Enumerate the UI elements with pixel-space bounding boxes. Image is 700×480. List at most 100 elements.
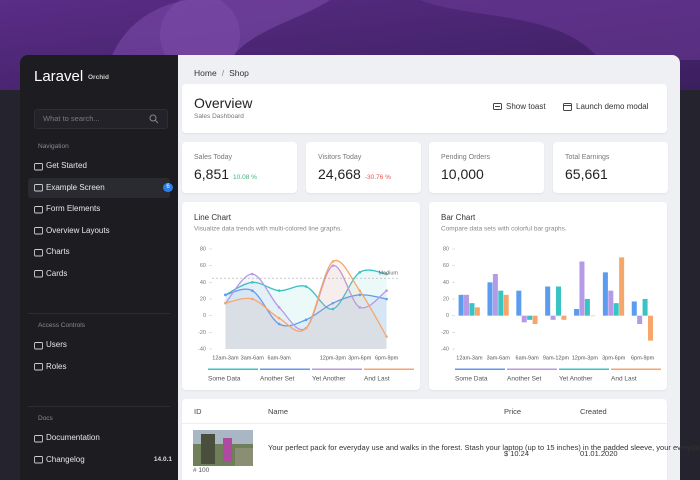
line-area (225, 260, 387, 349)
metric-title: Sales Today (194, 154, 233, 161)
nav-icon (34, 456, 43, 464)
legend-swatch (208, 368, 258, 370)
line-point (331, 307, 335, 311)
line-point (358, 271, 362, 274)
metric-row: 6,851 10.08 % (194, 166, 257, 182)
y-tick-label: 60 (443, 263, 449, 269)
legend-swatch (455, 368, 505, 370)
modal-icon (563, 102, 572, 111)
y-tick-label: 0 (446, 313, 449, 319)
nav-label: Changelog (46, 454, 85, 464)
legend-swatch (260, 368, 310, 370)
bar (532, 315, 538, 324)
line-point (358, 289, 362, 292)
cell-price: $ 10.24 (504, 449, 530, 458)
nav-icon (34, 205, 43, 213)
x-tick-label: 12pm-3pm (320, 355, 347, 361)
y-tick-label: 20 (200, 296, 206, 302)
legend-swatch (611, 368, 661, 370)
brand: Laravel (34, 68, 84, 85)
legend-swatch (364, 368, 414, 370)
nav-item[interactable]: Roles (28, 357, 170, 377)
x-tick-label: 12am-3am (212, 355, 239, 361)
product-image (193, 430, 253, 466)
nav-item[interactable]: Changelog 14.0.1 (28, 450, 172, 470)
bar (492, 274, 498, 316)
x-tick-label: 6pm-9pm (631, 355, 655, 361)
line-point (224, 301, 227, 305)
x-tick-label: 3pm-6pm (602, 355, 626, 361)
sidebar: Laravel Orchid What to search... Navigat… (20, 55, 178, 480)
nav-item[interactable]: Overview Layouts (28, 221, 170, 241)
breadcrumb-item: Shop (229, 68, 249, 78)
line-point (331, 264, 335, 267)
nav-item[interactable]: Cards (28, 264, 170, 284)
line-chart: Line Chart Visualize data trends with mul… (194, 213, 414, 383)
icon-shape (34, 270, 43, 278)
bar (642, 299, 648, 316)
bar (464, 294, 470, 316)
search-icon (149, 114, 159, 124)
legend-swatch (312, 368, 362, 370)
bar (584, 299, 590, 316)
page-title: Overview (194, 95, 253, 111)
icon-shape (34, 456, 43, 464)
line-point (358, 293, 362, 297)
column-header: ID (194, 407, 202, 416)
nav-label: Documentation (46, 433, 100, 442)
icon-shape (34, 341, 43, 349)
line-point (250, 297, 254, 301)
button[interactable]: Launch demo modal (563, 102, 649, 111)
chart-title: Line Chart (194, 213, 232, 222)
bar (545, 286, 551, 316)
search-box[interactable]: What to search... (34, 109, 168, 129)
line-point (250, 289, 254, 292)
button[interactable]: Show toast (493, 102, 546, 111)
x-tick-label: 3pm-6pm (348, 355, 372, 361)
y-tick-label: -20 (441, 330, 449, 336)
nav-label: Form Elements (46, 204, 101, 213)
metric-change: 10.08 % (233, 174, 257, 181)
marker-label: Medium (378, 271, 398, 277)
icon-shape (34, 184, 43, 192)
nav-icon (34, 248, 43, 256)
legend-label: And Last (364, 376, 390, 383)
column-header: Created (580, 407, 607, 416)
breadcrumb-item: Home (194, 68, 217, 78)
y-tick-label: -20 (198, 330, 206, 336)
metric-card: Sales Today 6,851 10.08 % (182, 142, 297, 193)
version: 14.0.1 (153, 455, 172, 463)
nav-item[interactable]: Get Started (28, 156, 170, 176)
section-title: Access Controls (38, 322, 85, 329)
column-header: Name (268, 407, 289, 416)
metric-change: -30.76 % (364, 174, 391, 181)
nav-icon (34, 162, 43, 170)
legend-label: Another Set (260, 376, 295, 383)
icon-shape (34, 162, 43, 170)
line-point (331, 260, 335, 263)
bar (602, 272, 608, 316)
line-point (277, 322, 281, 326)
bar (487, 282, 493, 316)
nav-item[interactable]: Users (28, 335, 170, 355)
nav-item[interactable]: Charts (28, 242, 170, 262)
metric-row: 10,000 (441, 166, 484, 182)
metric-title: Visitors Today (318, 154, 362, 161)
bar (516, 290, 522, 316)
x-tick-label: 6am-9am (268, 355, 292, 361)
legend-label: Yet Another (559, 376, 593, 383)
button-label: Show toast (506, 102, 546, 111)
line-area (225, 289, 387, 349)
metric-value: 65,661 (565, 166, 608, 182)
bar-chart: Bar Chart Compare data sets with colorful… (441, 213, 661, 383)
nav-icon (34, 227, 43, 235)
divider (182, 423, 667, 424)
nav-item[interactable]: Form Elements (28, 199, 170, 219)
cell-id: # 100 (193, 467, 210, 474)
nav-item[interactable]: Documentation (28, 428, 170, 448)
line-area (225, 270, 387, 349)
bar (647, 315, 653, 341)
metric-value: 6,851 (194, 166, 230, 182)
nav-item[interactable]: Example Screen 6 (28, 177, 173, 198)
